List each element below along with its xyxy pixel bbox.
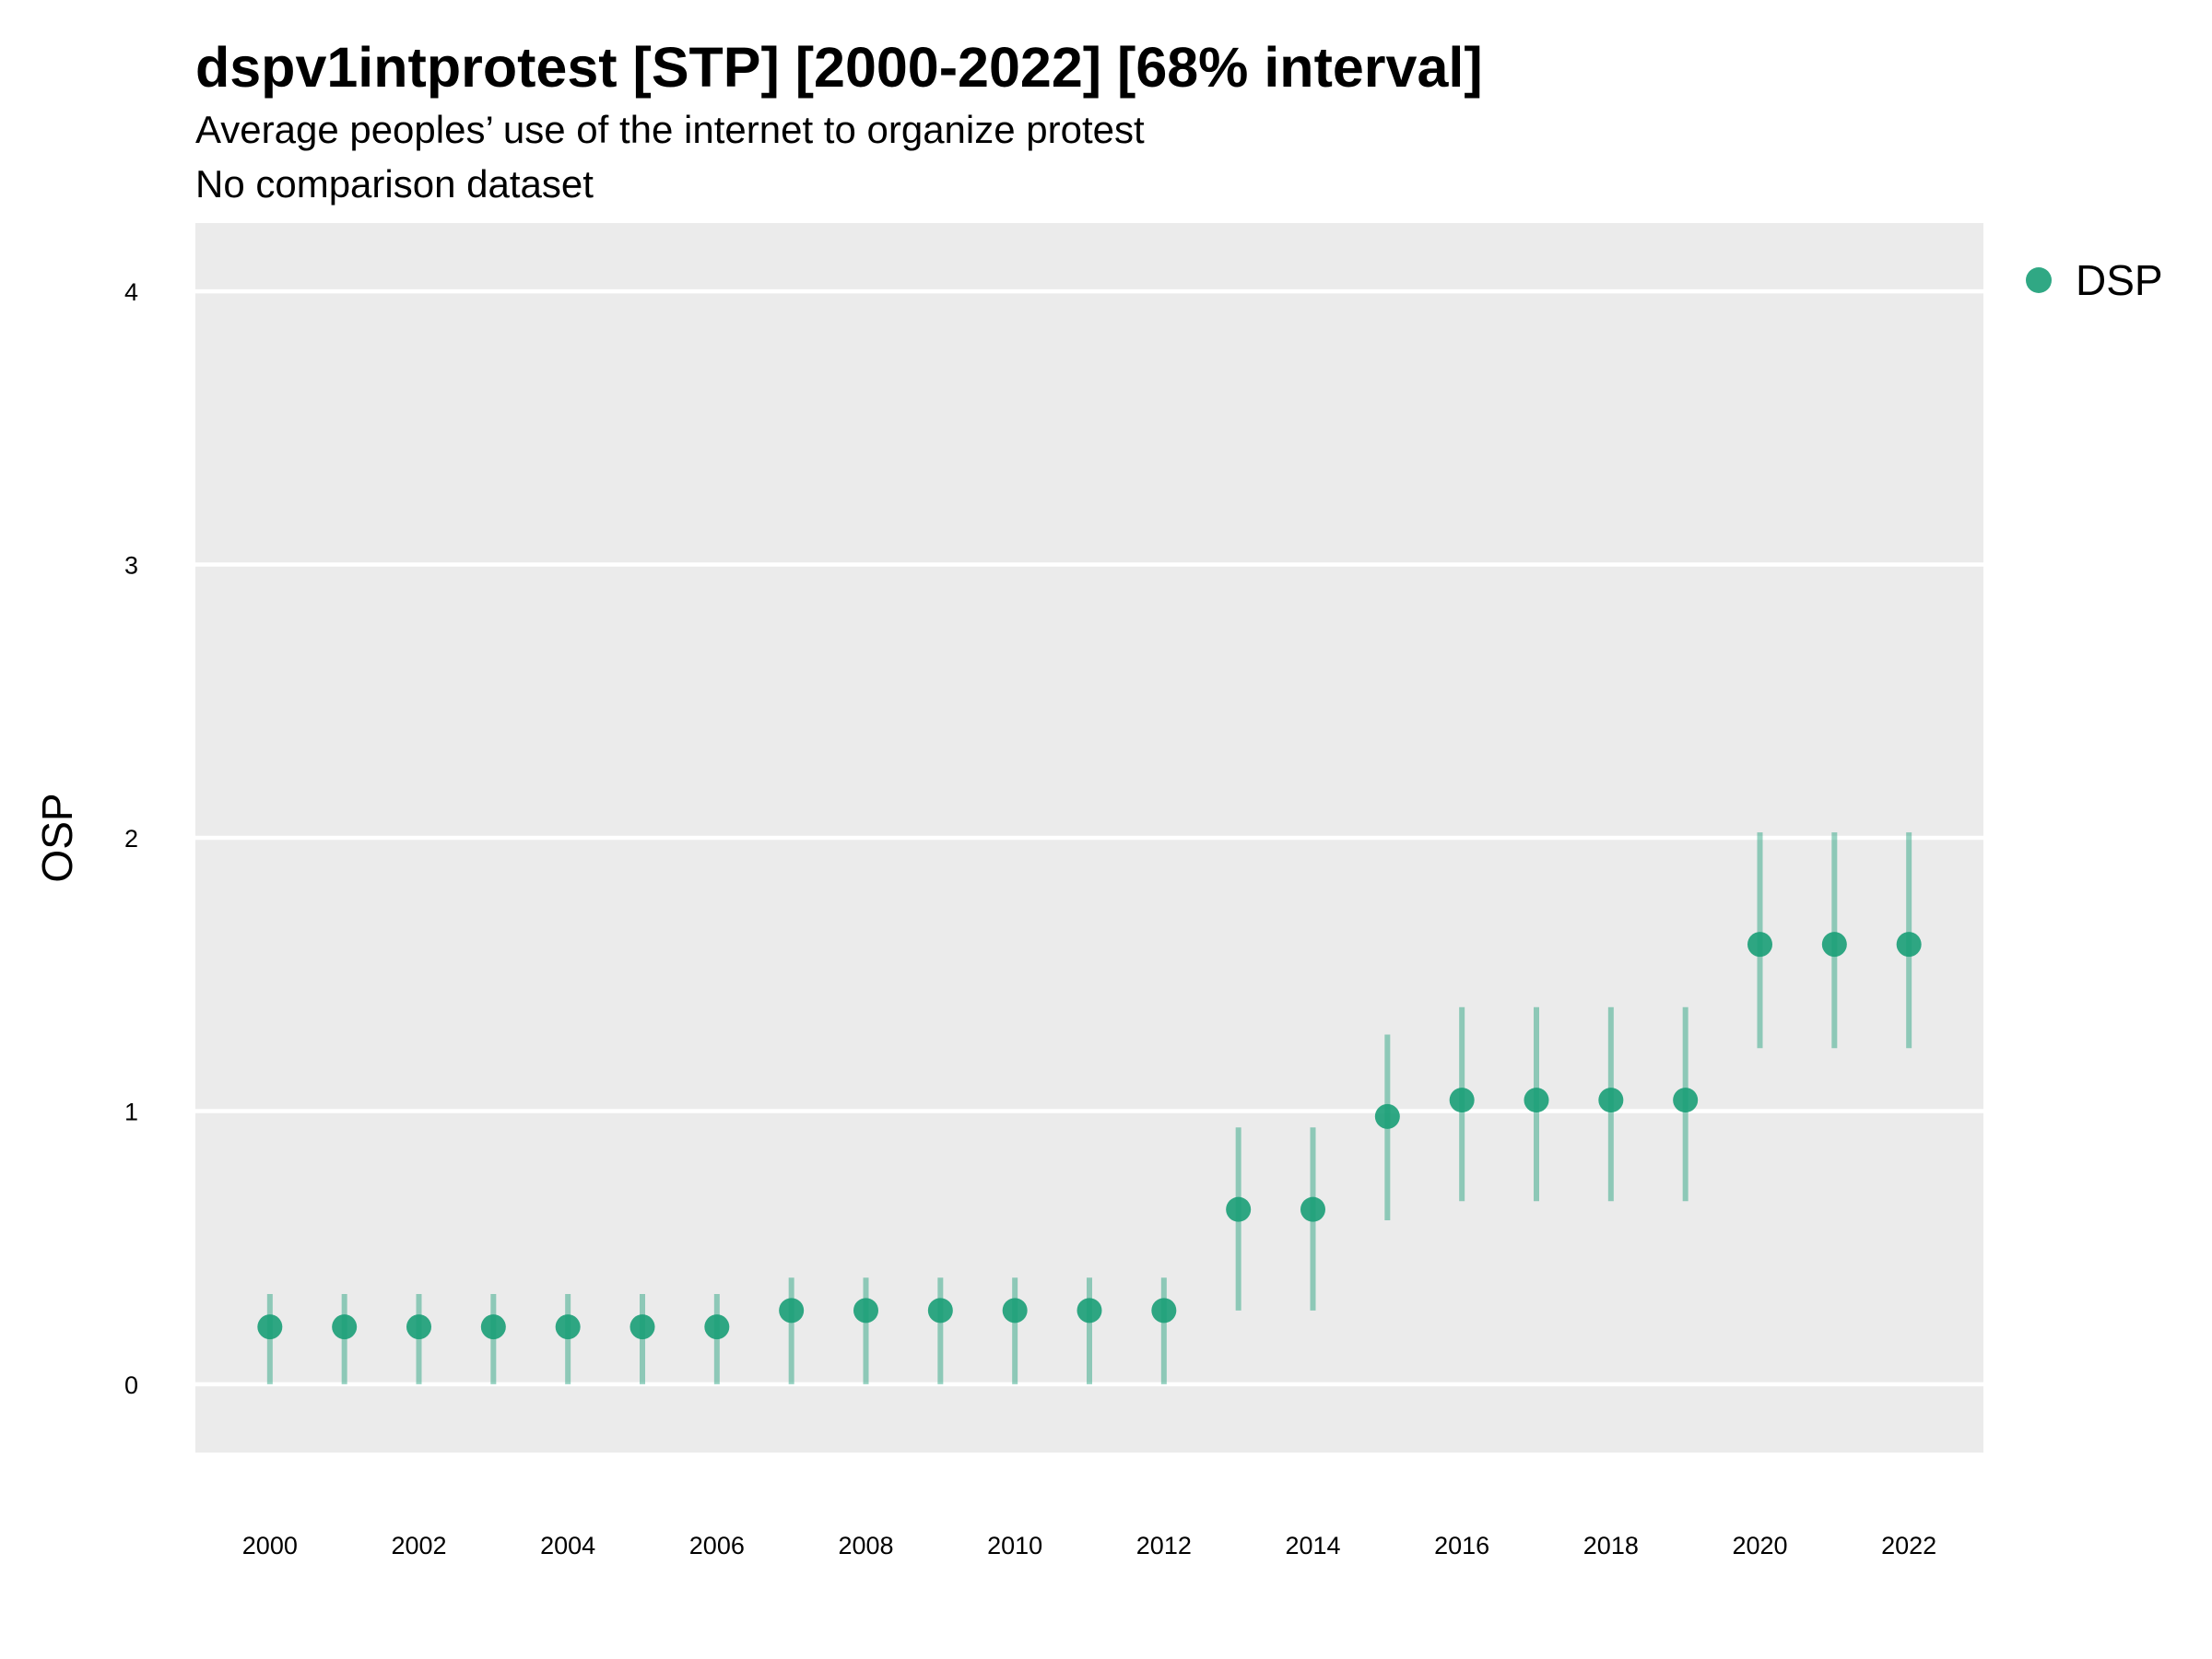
data-point [1002,1298,1028,1324]
x-tick-label: 2004 [540,1532,595,1559]
data-point [1300,1196,1325,1222]
x-axis-ticks: 2000 2002 2004 2006 2008 2010 2012 2014 2016 2018… [242,1532,1936,1559]
data-point [1077,1298,1102,1324]
data-point [629,1314,655,1340]
y-tick-label: 1 [124,1098,138,1125]
chart-title: dspv1intprotest [STP] [2000-2022] [68% i… [195,36,1483,99]
data-point [1896,932,1922,958]
chart-subtitle-comparison: No comparison dataset [195,162,594,206]
x-tick-label: 2012 [1136,1532,1192,1559]
legend-label-dsp: DSP [2076,256,2163,304]
x-tick-label: 2022 [1881,1532,1936,1559]
data-point [406,1314,431,1340]
data-point [853,1298,878,1324]
x-tick-label: 2008 [838,1532,893,1559]
data-point [555,1314,581,1340]
data-point [332,1314,358,1340]
x-tick-label: 2000 [242,1532,298,1559]
data-point [1374,1103,1400,1129]
data-point [1524,1088,1549,1113]
data-point [1673,1088,1699,1113]
data-point [1598,1088,1624,1113]
data-point [480,1314,506,1340]
legend: DSP [2026,256,2163,304]
y-axis-title: OSP [33,793,81,882]
y-tick-label: 2 [124,825,138,853]
data-point [1449,1088,1475,1113]
x-tick-label: 2002 [391,1532,446,1559]
y-axis-ticks: 0 1 2 3 4 [124,278,138,1399]
x-tick-label: 2016 [1434,1532,1489,1559]
data-point [779,1298,805,1324]
y-tick-label: 0 [124,1371,138,1399]
data-points [257,932,1922,1340]
data-point [257,1314,283,1340]
legend-marker-dsp [2026,267,2052,293]
x-tick-label: 2018 [1583,1532,1639,1559]
data-point [1226,1196,1252,1222]
y-tick-label: 4 [124,278,138,306]
chart-subtitle: Average peoples’ use of the internet to … [195,108,1145,151]
x-tick-label: 2006 [689,1532,745,1559]
data-point [1151,1298,1177,1324]
data-point [927,1298,953,1324]
y-tick-label: 3 [124,552,138,580]
data-point [704,1314,730,1340]
x-tick-label: 2020 [1732,1532,1787,1559]
x-tick-label: 2014 [1285,1532,1340,1559]
data-point [1821,932,1847,958]
data-point [1747,932,1772,958]
x-tick-label: 2010 [987,1532,1042,1559]
